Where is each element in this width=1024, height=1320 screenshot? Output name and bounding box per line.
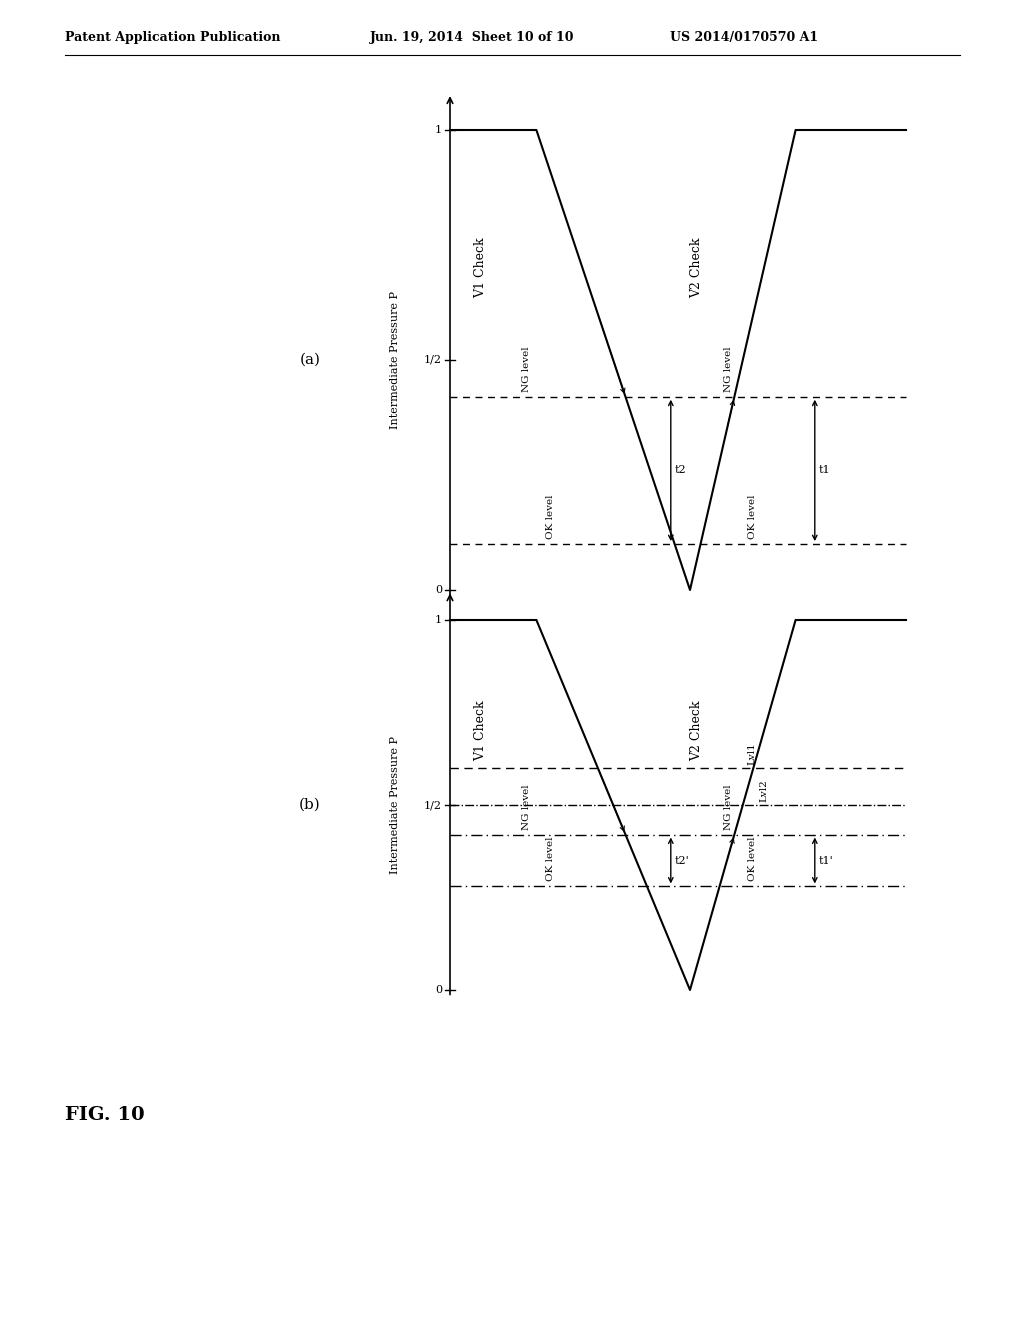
Text: t1': t1' — [819, 855, 834, 866]
Text: 1: 1 — [435, 615, 442, 624]
Text: NG level: NG level — [724, 784, 732, 829]
Text: NG level: NG level — [522, 346, 531, 392]
Text: V2 Check: V2 Check — [690, 701, 703, 762]
Text: Lvl1: Lvl1 — [748, 742, 757, 766]
Text: 0: 0 — [435, 985, 442, 995]
Text: t1: t1 — [819, 466, 830, 475]
Text: NG level: NG level — [522, 784, 531, 829]
Text: OK level: OK level — [546, 837, 555, 882]
Text: US 2014/0170570 A1: US 2014/0170570 A1 — [670, 30, 818, 44]
Text: V1 Check: V1 Check — [474, 238, 487, 298]
Text: V2 Check: V2 Check — [690, 238, 703, 298]
Text: 0: 0 — [435, 585, 442, 595]
Text: t2: t2 — [675, 466, 686, 475]
Text: OK level: OK level — [748, 837, 757, 882]
Text: 1/2: 1/2 — [424, 355, 442, 366]
Text: FIG. 10: FIG. 10 — [65, 1106, 144, 1125]
Text: Lvl2: Lvl2 — [760, 779, 769, 803]
Text: NG level: NG level — [724, 346, 732, 392]
Text: 1: 1 — [435, 125, 442, 135]
Text: 1/2: 1/2 — [424, 800, 442, 810]
Text: Intermediate Pressure P: Intermediate Pressure P — [390, 737, 400, 874]
Text: OK level: OK level — [546, 495, 555, 539]
Text: (b): (b) — [299, 799, 321, 812]
Text: V1 Check: V1 Check — [474, 701, 487, 762]
Text: t2': t2' — [675, 855, 689, 866]
Text: Jun. 19, 2014  Sheet 10 of 10: Jun. 19, 2014 Sheet 10 of 10 — [370, 30, 574, 44]
Text: Patent Application Publication: Patent Application Publication — [65, 30, 281, 44]
Text: (a): (a) — [299, 352, 321, 367]
Text: Intermediate Pressure P: Intermediate Pressure P — [390, 290, 400, 429]
Text: OK level: OK level — [748, 495, 757, 539]
